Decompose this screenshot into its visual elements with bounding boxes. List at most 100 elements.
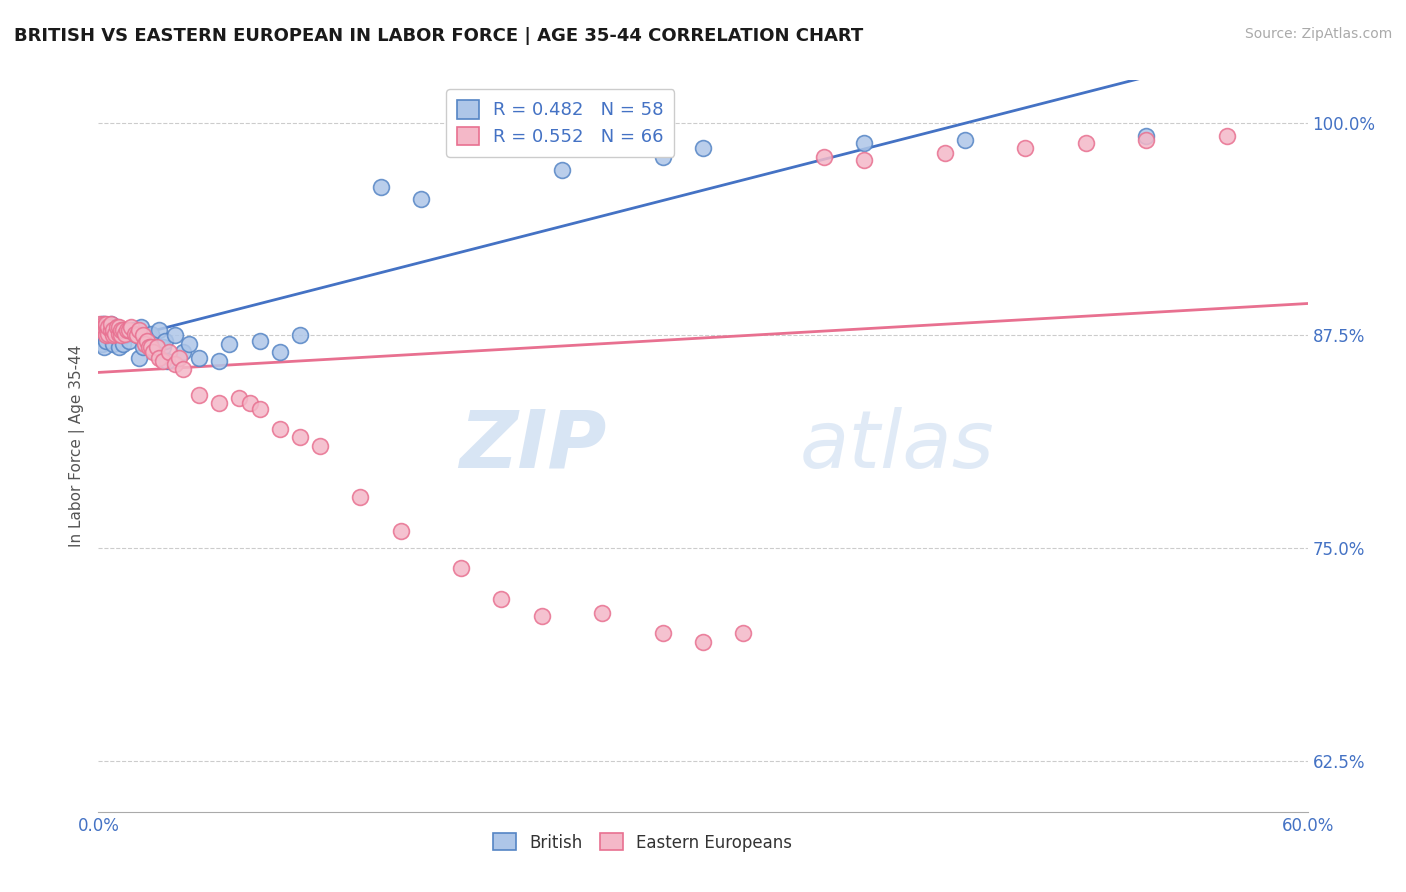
Point	[100, 317, 122, 331]
Point	[120, 323, 142, 337]
Point	[389, 524, 412, 538]
Point	[132, 328, 155, 343]
Point	[208, 396, 231, 410]
Point	[93, 328, 115, 343]
Point	[188, 351, 211, 365]
Point	[208, 354, 231, 368]
Point	[249, 334, 271, 348]
Point	[103, 320, 125, 334]
Point	[101, 323, 124, 337]
Point	[103, 326, 125, 341]
Text: ZIP: ZIP	[458, 407, 606, 485]
Point	[138, 340, 160, 354]
Point	[134, 337, 156, 351]
Point	[107, 326, 129, 341]
Point	[853, 153, 876, 168]
Point	[167, 351, 190, 365]
Point	[138, 328, 160, 343]
Point	[953, 133, 976, 147]
Point	[853, 136, 876, 151]
Point	[124, 323, 146, 337]
Point	[91, 337, 114, 351]
Point	[93, 323, 115, 337]
Point	[692, 141, 714, 155]
Point	[288, 328, 311, 343]
Point	[118, 323, 141, 337]
Point	[125, 328, 148, 343]
Point	[114, 326, 136, 341]
Point	[1135, 129, 1157, 144]
Point	[142, 345, 165, 359]
Point	[163, 357, 186, 371]
Point	[148, 351, 170, 365]
Point	[120, 320, 142, 334]
Point	[239, 396, 262, 410]
Point	[100, 326, 122, 341]
Point	[105, 320, 128, 334]
Point	[491, 592, 513, 607]
Point	[139, 340, 162, 354]
Point	[100, 317, 122, 331]
Point	[96, 323, 118, 337]
Point	[128, 351, 150, 365]
Point	[152, 354, 174, 368]
Point	[129, 320, 152, 334]
Point	[96, 317, 118, 331]
Point	[93, 317, 115, 331]
Point	[89, 317, 111, 331]
Point	[450, 561, 472, 575]
Point	[218, 337, 240, 351]
Text: Source: ZipAtlas.com: Source: ZipAtlas.com	[1244, 27, 1392, 41]
Y-axis label: In Labor Force | Age 35-44: In Labor Force | Age 35-44	[69, 345, 84, 547]
Point	[101, 326, 124, 341]
Point	[121, 323, 143, 337]
Point	[651, 626, 673, 640]
Point	[156, 354, 179, 368]
Point	[651, 150, 673, 164]
Point	[530, 609, 553, 624]
Point	[172, 345, 194, 359]
Point	[934, 146, 956, 161]
Point	[179, 337, 201, 351]
Point	[163, 328, 186, 343]
Point	[591, 606, 613, 620]
Point	[103, 323, 125, 337]
Point	[105, 320, 128, 334]
Point	[269, 422, 291, 436]
Point	[115, 323, 138, 337]
Point	[107, 320, 129, 334]
Point	[309, 439, 332, 453]
Point	[188, 388, 211, 402]
Point	[146, 340, 169, 354]
Point	[148, 323, 170, 337]
Legend: British, Eastern Europeans: British, Eastern Europeans	[486, 827, 799, 858]
Point	[1216, 129, 1239, 144]
Point	[370, 180, 392, 194]
Point	[97, 323, 120, 337]
Point	[107, 340, 129, 354]
Point	[96, 328, 118, 343]
Point	[349, 490, 371, 504]
Point	[97, 328, 120, 343]
Text: BRITISH VS EASTERN EUROPEAN IN LABOR FORCE | AGE 35-44 CORRELATION CHART: BRITISH VS EASTERN EUROPEAN IN LABOR FOR…	[14, 27, 863, 45]
Point	[1135, 133, 1157, 147]
Point	[110, 328, 132, 343]
Point	[128, 323, 150, 337]
Point	[124, 326, 146, 341]
Point	[114, 328, 136, 343]
Point	[110, 323, 132, 337]
Point	[551, 163, 574, 178]
Point	[172, 362, 194, 376]
Point	[105, 323, 128, 337]
Point	[110, 328, 132, 343]
Point	[91, 323, 114, 337]
Point	[1074, 136, 1097, 151]
Point	[143, 345, 166, 359]
Point	[135, 334, 157, 348]
Point	[97, 320, 120, 334]
Point	[101, 337, 124, 351]
Point	[733, 626, 755, 640]
Point	[139, 326, 162, 341]
Point	[288, 430, 311, 444]
Point	[107, 328, 129, 343]
